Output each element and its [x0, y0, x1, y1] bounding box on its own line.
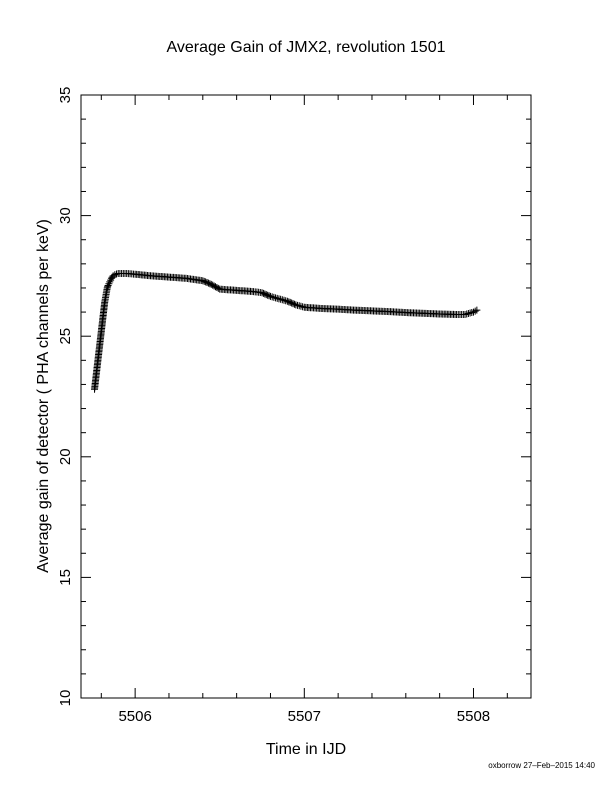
- x-tick-label: 5506: [118, 708, 151, 725]
- y-tick-label: 35: [57, 87, 74, 104]
- data-point: [104, 282, 112, 290]
- y-tick-label: 20: [57, 448, 74, 465]
- footer-stamp: oxborrow 27–Feb–2015 14:40: [488, 761, 595, 770]
- y-tick-label: 25: [57, 328, 74, 345]
- plot-frame: [80, 94, 532, 699]
- y-tick-label: 30: [57, 207, 74, 224]
- data-point: [471, 307, 479, 315]
- chart-title: Average Gain of JMX2, revolution 1501: [167, 39, 446, 56]
- x-tick-label: 5508: [457, 708, 490, 725]
- data-point: [265, 292, 273, 300]
- data-point: [111, 271, 119, 279]
- data-point: [290, 300, 298, 308]
- data-point: [105, 280, 113, 288]
- data-point: [106, 278, 114, 286]
- y-tick-label: 15: [57, 569, 74, 586]
- data-point: [469, 308, 477, 316]
- axis-ticks: 10 15 20 25 30 35 5506 5507 5508: [57, 87, 531, 725]
- y-axis-label: Average gain of detector ( PHA channels …: [35, 219, 52, 573]
- x-axis-label: Time in IJD: [266, 741, 346, 758]
- data-point: [214, 284, 222, 292]
- data-points: [91, 269, 481, 393]
- data-point: [107, 276, 115, 284]
- data-point: [473, 306, 481, 314]
- x-tick-label: 5507: [288, 708, 321, 725]
- y-tick-label: 10: [57, 690, 74, 707]
